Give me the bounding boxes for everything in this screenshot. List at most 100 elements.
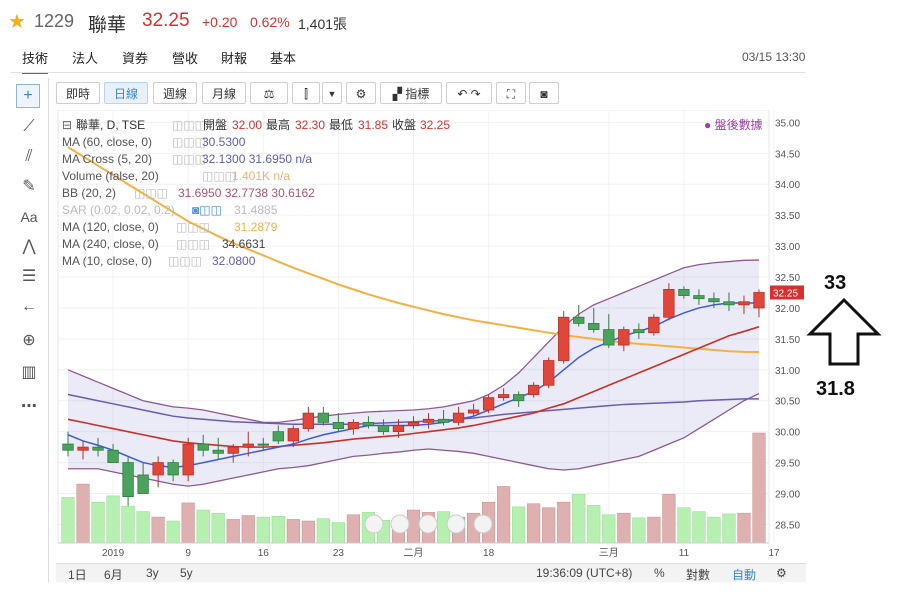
volume-bar: [91, 501, 105, 544]
stock-name: 聯華: [88, 15, 127, 36]
camera-icon[interactable]: ◙: [529, 82, 559, 104]
brush-icon[interactable]: ✎: [22, 178, 36, 195]
legend-ma120-values: 31.2879: [234, 220, 278, 234]
tab-margin[interactable]: 資券: [122, 51, 149, 66]
volume-bar: [346, 514, 360, 544]
chart-svg[interactable]: 28.50 29.00 29.50 30.00 30.50 31.00 31.50 32.00…: [52, 109, 806, 562]
ma120-line: [67, 146, 760, 353]
legend-ma120: MA (120, close, 0): [62, 220, 159, 234]
tab-financials[interactable]: 財報: [221, 51, 248, 66]
candle-type-icon[interactable]: ⫿: [292, 82, 320, 104]
favorite-star-icon[interactable]: ★: [8, 11, 26, 33]
candle-body: [332, 421, 345, 429]
bottom-settings-icon[interactable]: ⚙: [776, 566, 787, 580]
log-toggle[interactable]: 對數: [686, 568, 711, 582]
price-axis: 28.50 29.00 29.50 30.00 30.50 31.00 31.50 32.00…: [775, 118, 800, 531]
range-6m-button[interactable]: 6月: [104, 568, 123, 582]
trendline-icon[interactable]: ⟋: [23, 118, 35, 135]
zoom-out-icon[interactable]: [390, 514, 410, 534]
candle-body: [528, 384, 540, 395]
candle-body: [137, 474, 149, 494]
compare-scale-icon[interactable]: ⚖: [250, 82, 288, 104]
volume-bar: [181, 502, 195, 544]
chart-legend: ⊟ 聯華, D, TSE ◫◫◫ 開盤 32.00 最高 32.30 最低 31…: [62, 117, 763, 268]
interval-daily-button[interactable]: 日線: [104, 82, 148, 104]
tab-basic[interactable]: 基本: [270, 51, 297, 66]
percent-toggle[interactable]: %: [654, 566, 665, 580]
range-5y-button[interactable]: 5y: [180, 566, 193, 580]
candle-body: [377, 425, 390, 433]
candle-body: [588, 323, 600, 330]
fullscreen-icon[interactable]: ⛶: [496, 82, 526, 104]
volume-bar: [707, 516, 721, 544]
zoom-right-icon[interactable]: [473, 514, 493, 534]
crosshair-icon[interactable]: +: [16, 84, 40, 108]
zoom-icon[interactable]: ⊕: [22, 332, 36, 349]
indicators-button[interactable]: ▞ 指標: [380, 82, 442, 104]
settings-gear-icon[interactable]: ⚙: [346, 82, 376, 104]
legend-macross-controls-icon[interactable]: ◫◫◫: [172, 152, 206, 166]
legend-main-label: 聯華, D, TSE: [76, 118, 145, 132]
legend-ma60-controls-icon[interactable]: ◫◫◫: [172, 135, 206, 149]
legend-bb-controls-icon[interactable]: ◫◫◫: [134, 186, 168, 200]
volume-bar: [331, 522, 345, 544]
candle-body: [422, 418, 435, 423]
candle-body: [257, 443, 269, 446]
y-tick-label: 30.50: [775, 397, 800, 408]
interval-monthly-button[interactable]: 月線: [202, 82, 246, 104]
tab-revenue[interactable]: 營收: [172, 51, 199, 66]
volume-bar: [497, 486, 511, 544]
up-arrow-annotation-icon: [806, 297, 882, 366]
auto-toggle[interactable]: 自動: [732, 568, 757, 582]
tab-technical[interactable]: 技術: [22, 48, 49, 74]
legend-volume: Volume (false, 20): [62, 169, 159, 183]
legend-ma240-controls-icon[interactable]: ◫◫◫: [176, 237, 210, 251]
y-tick-label: 34.50: [775, 149, 800, 160]
legend-ma10-controls-icon[interactable]: ◫◫◫: [168, 254, 202, 268]
zoom-reset-icon[interactable]: [418, 514, 438, 534]
text-icon[interactable]: Aa: [20, 209, 38, 225]
volume-bar: [241, 515, 255, 544]
range-3y-button[interactable]: 3y: [146, 566, 159, 580]
undo-redo-icon[interactable]: ↶ ↷: [446, 82, 492, 104]
zoom-in-icon[interactable]: [446, 514, 466, 534]
candle-body: [467, 409, 480, 414]
chart-type-dropdown-icon[interactable]: ▼: [322, 82, 342, 104]
fibonacci-icon[interactable]: ☰: [21, 268, 37, 285]
candle-body: [693, 295, 705, 300]
after-hours-label[interactable]: ● 盤後數據: [704, 118, 763, 132]
stock-code: 1229: [34, 11, 75, 31]
bollinger-band: [68, 260, 759, 487]
candle-body: [723, 301, 735, 306]
candle-body: [92, 446, 104, 451]
volume-bar: [602, 514, 616, 544]
legend-ma60-values: 30.5300: [202, 135, 246, 149]
interval-weekly-button[interactable]: 週線: [153, 82, 197, 104]
zoom-controls: [364, 514, 493, 534]
legend-sar-values: 31.4885: [234, 203, 278, 217]
arrow-left-icon[interactable]: ←: [21, 298, 37, 315]
pattern-icon[interactable]: ⋀: [22, 238, 36, 255]
more-icon[interactable]: ⋯: [21, 398, 37, 415]
range-1d-button[interactable]: 1日: [68, 568, 87, 582]
candlesticks: [62, 283, 765, 506]
tab-institutional[interactable]: 法人: [72, 51, 99, 66]
legend-macross-values: 32.1300 31.6950 n/a: [202, 152, 312, 166]
candle-body: [347, 421, 360, 429]
legend-controls-icon[interactable]: ◫◫◫: [172, 118, 206, 132]
legend-collapse-icon[interactable]: ⊟: [62, 118, 72, 132]
candle-body: [182, 443, 194, 476]
y-tick-label: 35.00: [775, 118, 800, 129]
price-chart[interactable]: 28.50 29.00 29.50 30.00 30.50 31.00 31.50 32.00…: [52, 109, 806, 582]
measure-icon[interactable]: ▥: [21, 364, 37, 381]
legend-volume-controls-icon[interactable]: ◫◫◫: [202, 169, 236, 183]
legend-sar: SAR (0.02, 0.02, 0.2): [62, 203, 175, 217]
legend-ma120-controls-icon[interactable]: ◫◫◫: [176, 220, 210, 234]
legend-sar-controls-icon[interactable]: ◙◫◫: [192, 203, 222, 217]
volume-bar: [527, 503, 541, 544]
volume-bar: [647, 516, 661, 544]
interval-intraday-button[interactable]: 即時: [56, 82, 100, 104]
zoom-left-icon[interactable]: [364, 514, 384, 534]
fork-icon[interactable]: ⫽: [25, 148, 33, 165]
quote-datetime: 03/15 13:30: [742, 50, 806, 64]
